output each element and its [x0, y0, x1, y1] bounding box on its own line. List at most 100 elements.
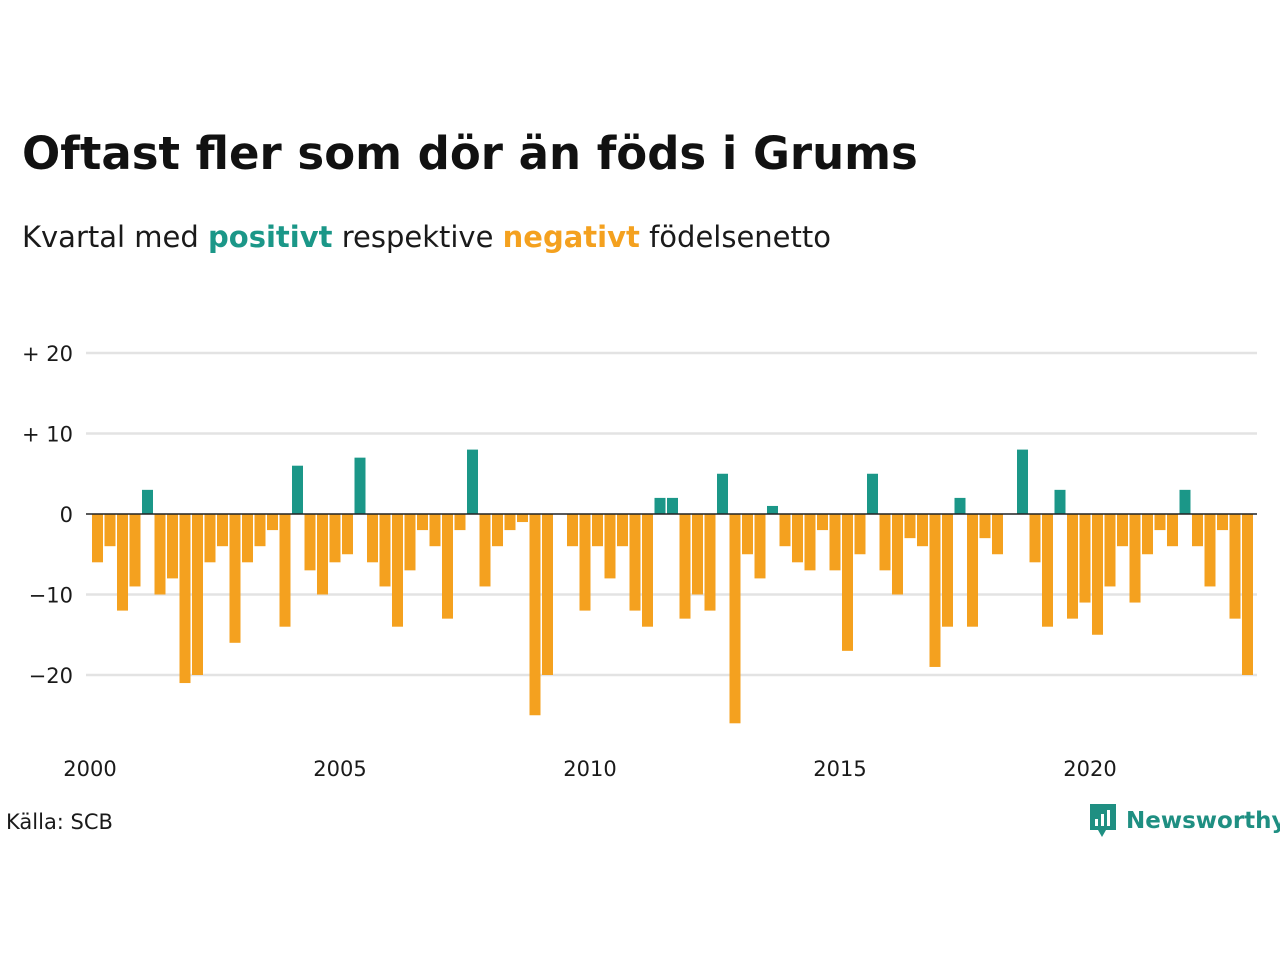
bar — [904, 514, 916, 539]
bar — [317, 514, 328, 595]
bar — [754, 514, 766, 579]
bar — [1079, 514, 1091, 603]
bar — [92, 514, 103, 563]
bar — [1242, 514, 1253, 675]
bar — [354, 457, 366, 514]
bar — [104, 514, 116, 547]
bar — [829, 514, 841, 571]
bar — [779, 514, 791, 547]
bar — [642, 514, 653, 627]
bar — [817, 514, 828, 531]
bar — [254, 514, 266, 547]
bar-chart: + 20 + 10 0 −10 −20 2000 2005 2010 2015 2020 — [22, 342, 1257, 781]
y-tick-label: −20 — [29, 664, 73, 688]
bar — [267, 514, 278, 531]
y-tick-label: 0 — [60, 503, 73, 527]
bar — [1154, 514, 1166, 531]
bar — [329, 514, 341, 563]
bar — [1129, 514, 1141, 603]
chart-title: Oftast fler som dör än föds i Grums — [22, 127, 918, 180]
bar — [867, 473, 878, 514]
bar — [417, 514, 428, 531]
bar — [854, 514, 866, 555]
bar — [804, 514, 816, 571]
bar — [217, 514, 228, 547]
bar — [979, 514, 991, 539]
bar — [392, 514, 403, 627]
bar — [929, 514, 941, 667]
bar — [367, 514, 378, 563]
bar — [1092, 514, 1103, 635]
bar — [767, 505, 778, 514]
x-tick-label: 2020 — [1063, 757, 1116, 781]
bar — [942, 514, 953, 627]
bar — [529, 514, 541, 716]
bar — [1167, 514, 1178, 547]
bar — [492, 514, 503, 547]
bar — [129, 514, 141, 587]
bar — [742, 514, 753, 555]
bar — [517, 514, 528, 523]
bar — [1029, 514, 1041, 563]
y-tick-label: −10 — [29, 584, 73, 608]
chart-subtitle: Kvartal med positivt respektive negativt… — [22, 220, 831, 255]
bar — [479, 514, 491, 587]
bar — [1104, 514, 1116, 587]
bar — [567, 514, 578, 547]
bar — [992, 514, 1003, 555]
bar — [792, 514, 803, 563]
bar — [604, 514, 616, 579]
bar — [179, 514, 191, 684]
bar — [1179, 489, 1191, 514]
subtitle-prefix: Kvartal med — [22, 220, 199, 254]
bar — [467, 449, 478, 514]
bar — [167, 514, 178, 579]
brand: Newsworthy — [1088, 802, 1280, 840]
bar — [1229, 514, 1241, 619]
y-tick-label: + 10 — [22, 423, 73, 447]
bar — [279, 514, 291, 627]
x-tick-label: 2015 — [813, 757, 866, 781]
bar — [667, 497, 678, 514]
bar — [304, 514, 316, 571]
bar — [579, 514, 591, 611]
bar — [204, 514, 216, 563]
bar — [154, 514, 166, 595]
bar — [442, 514, 453, 619]
bar — [542, 514, 553, 675]
bar — [1054, 489, 1066, 514]
bar — [967, 514, 978, 627]
x-tick-label: 2000 — [63, 757, 116, 781]
subtitle-suffix: födelsenetto — [649, 220, 831, 254]
bar — [142, 489, 153, 514]
bar — [917, 514, 928, 547]
bar — [1217, 514, 1228, 531]
x-tick-label: 2010 — [563, 757, 616, 781]
bar — [192, 514, 203, 675]
bar — [1117, 514, 1128, 547]
brand-name: Newsworthy — [1126, 808, 1280, 834]
bar — [404, 514, 416, 571]
bar — [429, 514, 441, 547]
y-tick-label: + 20 — [22, 342, 73, 366]
bar — [1067, 514, 1078, 619]
subtitle-positive-word: positivt — [208, 220, 333, 254]
source-note: Källa: SCB — [6, 810, 113, 834]
bar — [342, 514, 353, 555]
bar — [692, 514, 703, 595]
bar — [629, 514, 641, 611]
bar — [729, 514, 741, 724]
bar — [617, 514, 628, 547]
bar — [704, 514, 716, 611]
bar — [654, 497, 666, 514]
bar — [229, 514, 241, 643]
bar — [679, 514, 691, 619]
bar — [842, 514, 853, 651]
bar — [1204, 514, 1216, 587]
bar — [892, 514, 903, 595]
bar — [1017, 449, 1028, 514]
bar — [117, 514, 128, 611]
bar — [717, 473, 728, 514]
bar — [1192, 514, 1203, 547]
subtitle-negative-word: negativt — [502, 220, 640, 254]
